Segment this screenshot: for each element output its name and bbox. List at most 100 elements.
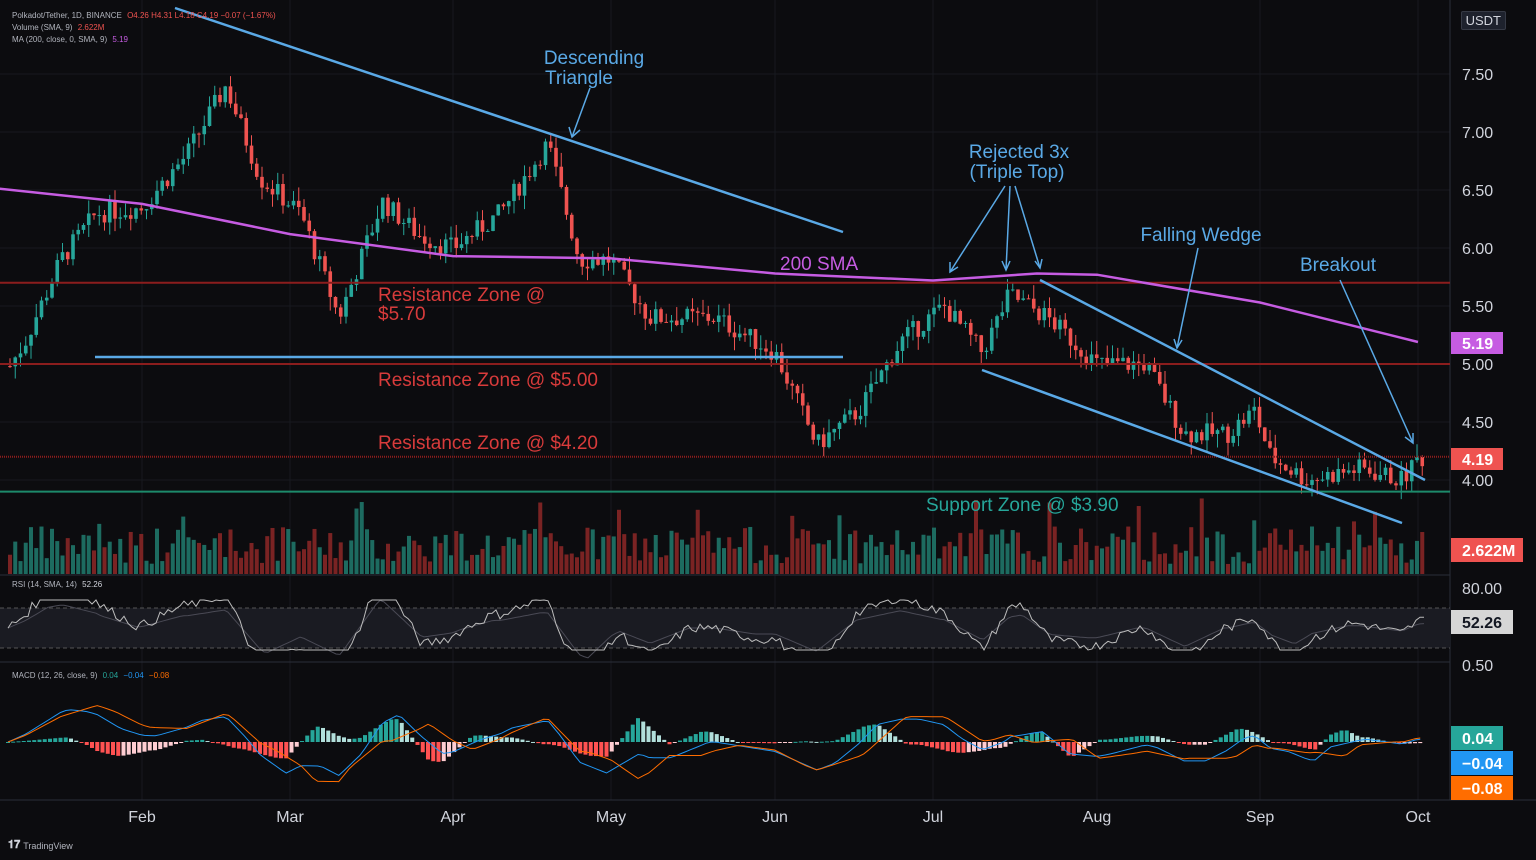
candle-body xyxy=(1299,468,1304,485)
volume-bar xyxy=(543,537,548,574)
ma-legend[interactable]: MA (200, close, 0, SMA, 9) 5.19 xyxy=(12,35,128,44)
volume-bar xyxy=(302,549,306,574)
candle-body xyxy=(1362,459,1367,468)
candle-body xyxy=(727,315,732,333)
volume-bar xyxy=(239,557,243,574)
volume-bar xyxy=(249,542,254,574)
macd-histogram-bar xyxy=(1271,742,1276,743)
volume-legend[interactable]: Volume (SMA, 9) 2.622M xyxy=(12,23,104,32)
time-axis-tick: Aug xyxy=(1083,809,1111,826)
candle-body xyxy=(1010,289,1015,291)
volume-bar xyxy=(1184,550,1188,574)
candle-body xyxy=(1241,419,1246,424)
macd-histogram-bar xyxy=(520,739,525,742)
volume-bar xyxy=(443,534,448,574)
candle-body xyxy=(554,147,558,167)
macd-histogram-bar xyxy=(657,735,661,742)
volume-bar xyxy=(1121,539,1125,574)
volume-bar xyxy=(454,531,459,574)
rsi-legend-label: RSI (14, SMA, 14) xyxy=(12,580,77,589)
volume-bar xyxy=(564,554,569,574)
falling-wedge-lower[interactable] xyxy=(981,368,1403,525)
candle-body xyxy=(491,215,495,231)
candle-body xyxy=(44,297,49,301)
volume-bar xyxy=(254,549,259,574)
volume-bar xyxy=(800,529,805,574)
macd-histogram-bar xyxy=(735,741,740,743)
candle-body xyxy=(470,236,474,238)
macd-histogram-bar xyxy=(1350,733,1354,742)
macd-histogram-bar xyxy=(58,737,63,742)
macd-histogram-bar xyxy=(1281,742,1286,744)
volume-bar xyxy=(92,550,96,574)
candle-body xyxy=(1031,298,1036,309)
candle-body xyxy=(228,86,233,104)
candle-body xyxy=(1415,457,1419,461)
tradingview-icon: 𝟏𝟕 xyxy=(8,839,21,851)
candle-body xyxy=(1189,431,1194,443)
ma-200-line[interactable] xyxy=(0,187,1419,344)
falling-wedge-upper[interactable] xyxy=(1039,278,1426,482)
macd-line-tag xyxy=(1451,751,1513,775)
volume-bar xyxy=(895,530,900,574)
volume-bar xyxy=(522,530,527,574)
volume-bar xyxy=(585,527,590,574)
volume-bar xyxy=(638,560,642,574)
ma-legend-value: 5.19 xyxy=(112,35,128,44)
candle-body xyxy=(989,327,994,351)
candle-body xyxy=(596,259,600,265)
volume-bar xyxy=(905,554,910,574)
candle-body xyxy=(396,202,401,224)
candle-body xyxy=(963,322,968,324)
macd-legend[interactable]: MACD (12, 26, close, 9) 0.04 −0.04 −0.08 xyxy=(12,671,169,680)
sma-label: 200 SMA xyxy=(780,254,858,275)
candle-body xyxy=(816,434,821,440)
volume-tag-text: 2.622M xyxy=(1462,543,1515,560)
rsi-legend[interactable]: RSI (14, SMA, 14) 52.26 xyxy=(12,580,102,589)
candle-body xyxy=(1152,363,1157,372)
macd-histogram-bar xyxy=(930,742,934,748)
volume-bar xyxy=(942,546,947,574)
volume-bar xyxy=(643,538,648,574)
volume-bar xyxy=(1079,528,1083,574)
symbol-legend[interactable]: Polkadot/Tether, 1D, BINANCE O4.26 H4.31… xyxy=(12,11,276,20)
descending-triangle-upper[interactable] xyxy=(174,6,844,234)
macd-histogram-bar xyxy=(494,736,499,742)
candle-body xyxy=(312,231,317,260)
macd-histogram-bar xyxy=(1098,739,1102,742)
volume-bar xyxy=(1163,553,1167,574)
volume-bar xyxy=(1367,545,1372,574)
candle-body xyxy=(1147,363,1152,371)
macd-histogram-bar xyxy=(226,742,231,747)
macd-histogram-bar xyxy=(625,731,630,742)
macd-histogram-bar xyxy=(840,737,845,742)
candle-body xyxy=(1063,319,1068,329)
macd-histogram-bar xyxy=(1082,742,1087,750)
tradingview-logo[interactable]: 𝟏𝟕 TradingView xyxy=(8,839,73,852)
candle-body xyxy=(564,186,569,215)
candle-body xyxy=(580,254,585,267)
volume-bar xyxy=(71,545,75,574)
volume-bar xyxy=(722,548,726,574)
last-price-tag-text: 4.19 xyxy=(1462,452,1493,469)
candle-body xyxy=(512,183,516,202)
macd-histogram-bar xyxy=(468,737,472,742)
volume-bar xyxy=(963,556,968,574)
volume-bar xyxy=(569,553,574,574)
candle-body xyxy=(81,225,86,230)
macd-histogram-bar xyxy=(1155,736,1160,742)
currency-box[interactable]: USDT xyxy=(1460,11,1506,30)
volume-bar xyxy=(1094,545,1099,574)
volume-bar xyxy=(1068,559,1073,574)
volume-bar xyxy=(1194,556,1199,574)
candle-body xyxy=(1236,419,1241,436)
volume-bar xyxy=(13,541,18,574)
macd-signal-line xyxy=(7,705,1421,783)
macd-histogram-bar xyxy=(1145,735,1150,742)
macd-histogram-bar xyxy=(809,741,814,743)
candle-body xyxy=(191,133,196,144)
macd-histogram-bar xyxy=(294,742,299,747)
volume-bar xyxy=(65,538,70,574)
macd-histogram-bar xyxy=(111,742,115,756)
